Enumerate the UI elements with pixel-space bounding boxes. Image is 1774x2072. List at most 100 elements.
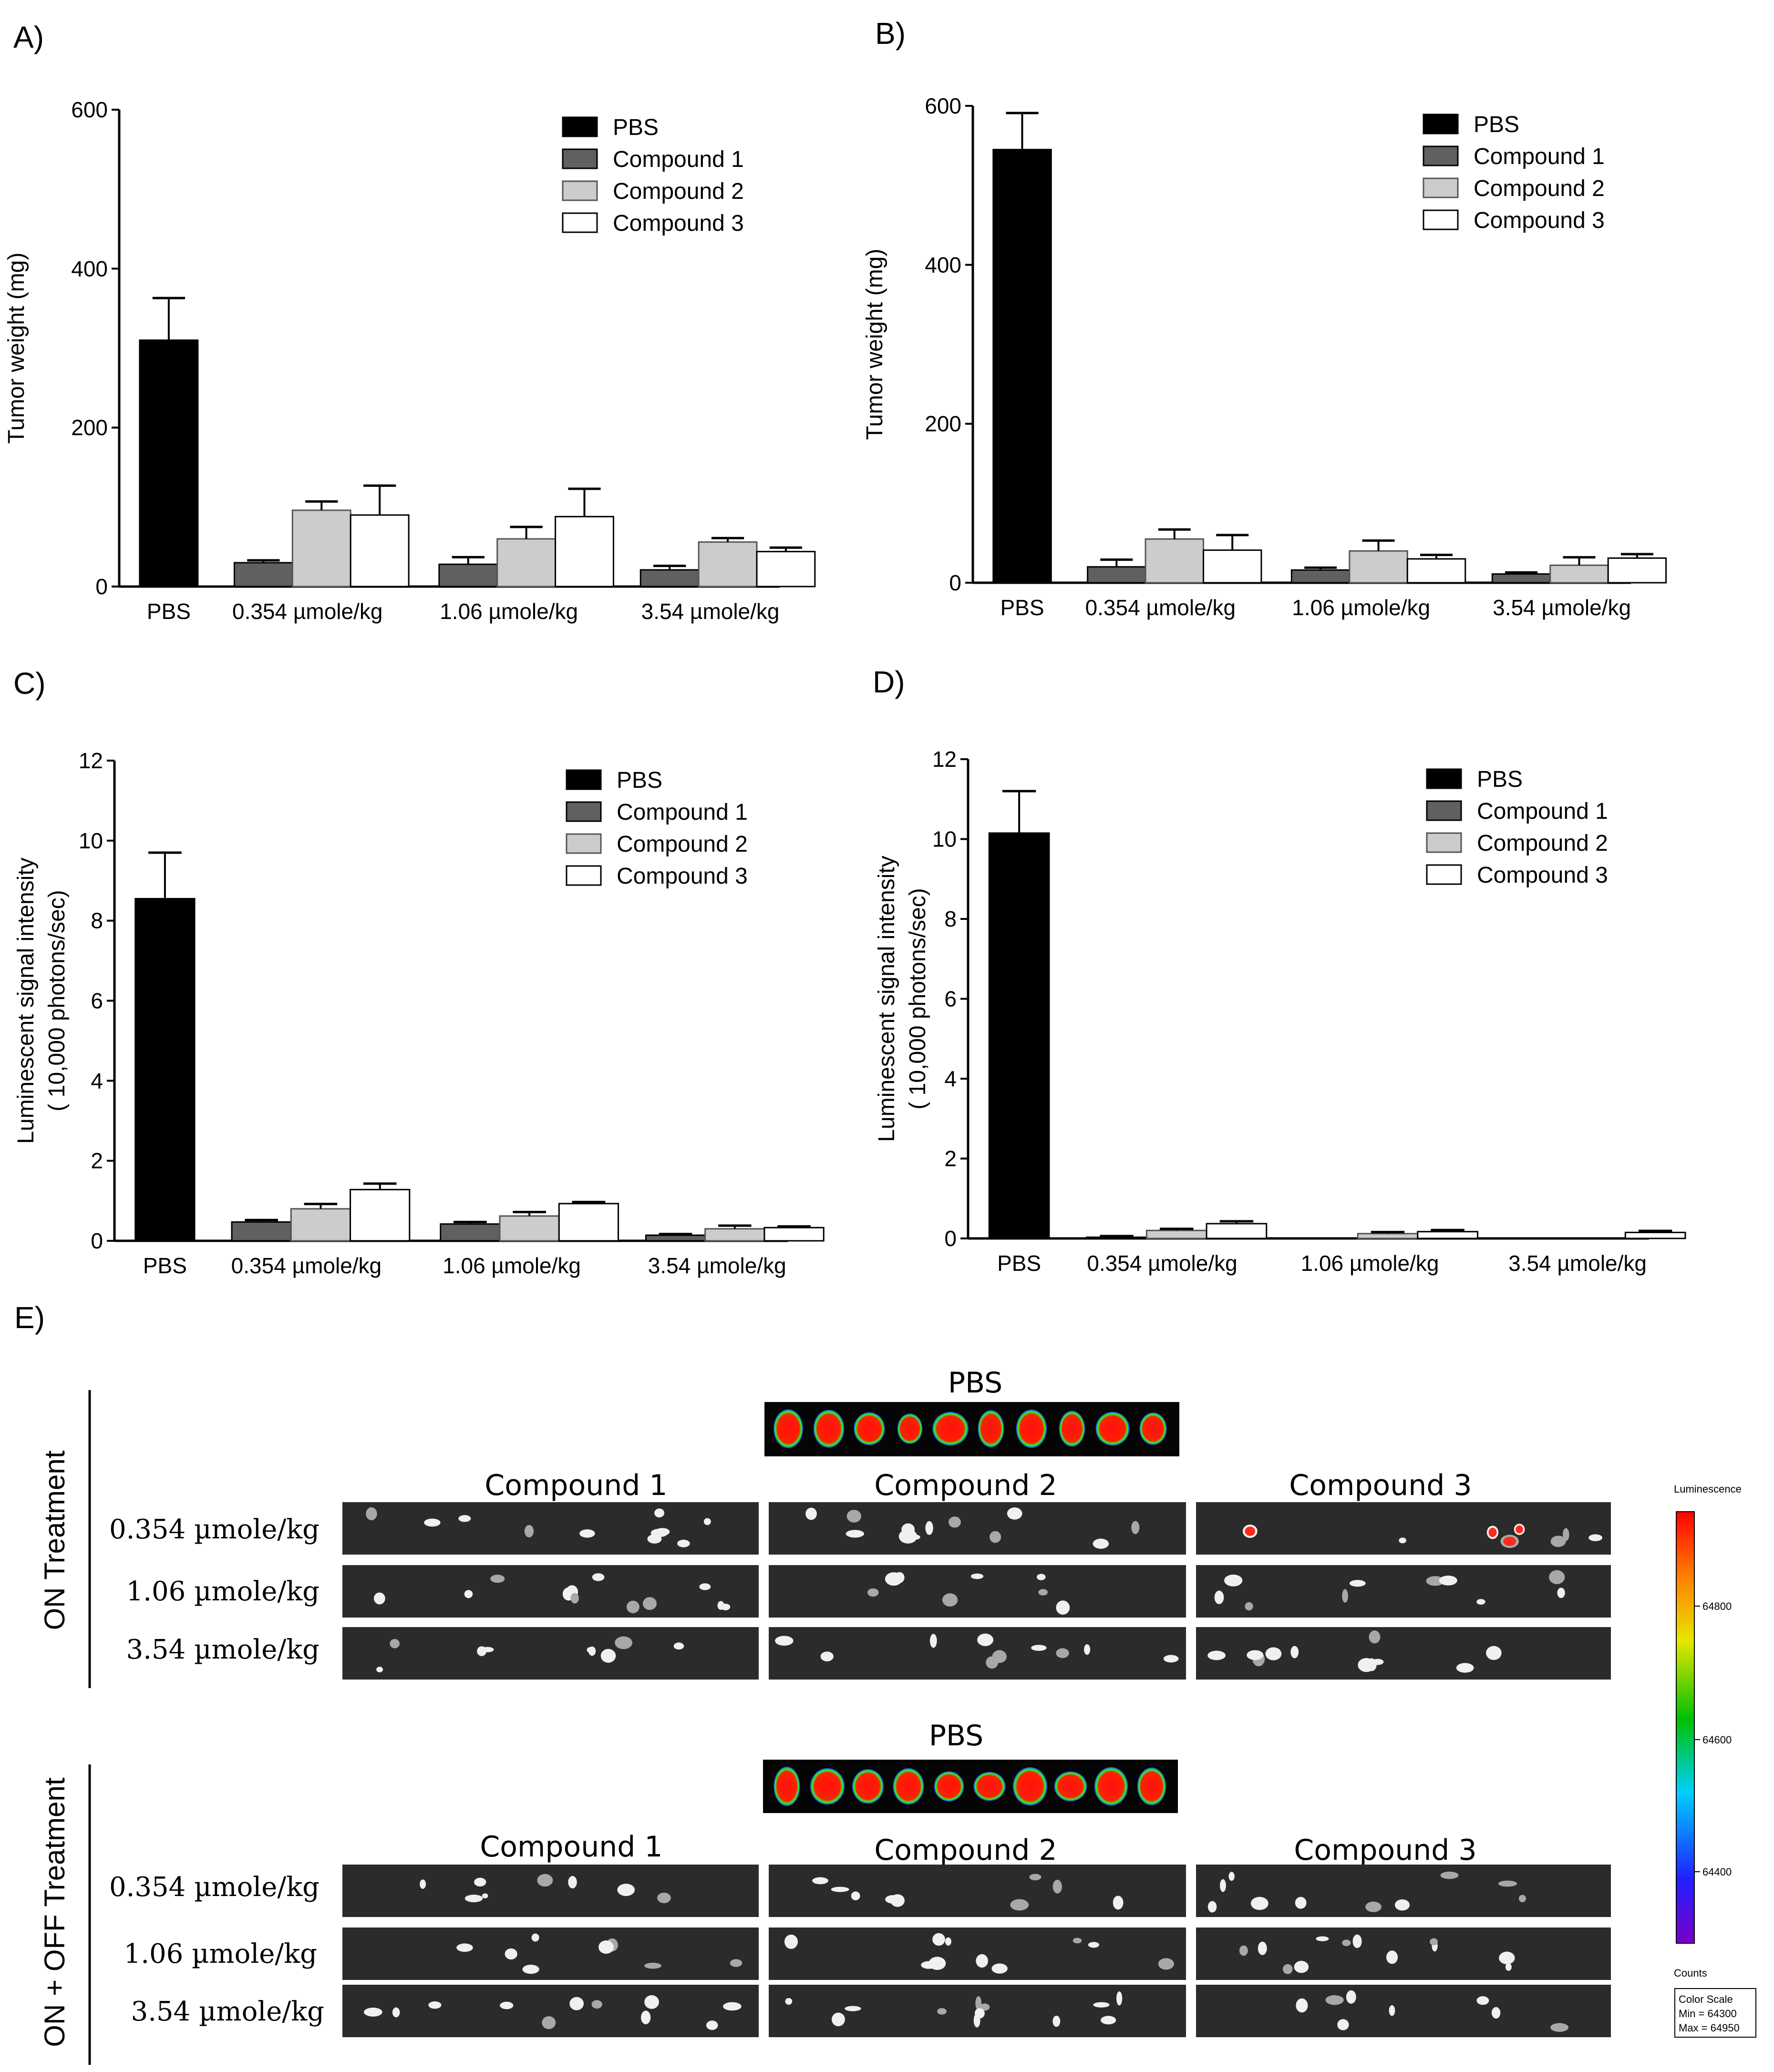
tumor-spot	[1588, 1534, 1603, 1541]
y-tick-label: 6	[944, 987, 957, 1011]
tumor-spot	[1283, 1964, 1293, 1974]
chart-panel-b: B) 0 200 400 600 Tumor weight (mg) PBS 0.354 µm…	[862, 16, 1667, 620]
tumor-spot	[522, 1965, 539, 1974]
colorbar-scale-line-2: Min = 64300	[1679, 2008, 1737, 2020]
tumor-spot	[1247, 1650, 1264, 1660]
y-axis-label: Luminescent signal intensity	[874, 856, 899, 1142]
tumor-spot	[592, 1573, 605, 1581]
pbs-luminescent-spot	[852, 1769, 884, 1804]
imaging-strip	[769, 1928, 1186, 1980]
imaging-strip	[1196, 1627, 1611, 1680]
pbs-luminescent-spot	[813, 1410, 845, 1448]
dose-label-onoff-1: 0.354 µmole/kg	[109, 1872, 320, 1903]
colorbar-tick-1: 64800	[1702, 1600, 1732, 1612]
colorbar-scale-line-1: Color Scale	[1679, 1993, 1733, 2005]
tumor-spot	[1325, 1995, 1344, 2005]
pbs-luminescent-spot	[893, 1768, 924, 1805]
imaging-strip	[1196, 1985, 1611, 2037]
y-tick-label: 10	[79, 828, 103, 853]
y-axis-label: Tumor weight (mg)	[862, 249, 887, 440]
legend-swatch	[562, 212, 598, 233]
legend-swatch	[562, 148, 598, 169]
tumor-spot	[1498, 1880, 1517, 1887]
tumor-spot	[420, 1879, 426, 1889]
tumor-spot	[1563, 1528, 1569, 1541]
tumor-spot	[1365, 1901, 1382, 1912]
panel-label-a: A)	[13, 20, 44, 54]
bar-compound-2	[1357, 1233, 1419, 1239]
bar-compound-3	[558, 1203, 619, 1242]
x-tick-label: PBS	[997, 1251, 1041, 1276]
tumor-spot	[1499, 1951, 1515, 1965]
tumor-spot	[949, 1516, 961, 1528]
tumor-spot	[1389, 2005, 1395, 2016]
tumor-spot	[845, 2006, 861, 2011]
tumor-spot	[1518, 1895, 1526, 1903]
tumor-spot	[1116, 1991, 1123, 2006]
tumor-spot	[392, 2007, 400, 2018]
y-tick-label: 200	[71, 415, 108, 440]
tumor-spot	[1550, 2023, 1569, 2032]
y-tick-label: 0	[91, 1228, 103, 1253]
x-tick-label: PBS	[1000, 595, 1044, 620]
imaging-strip	[769, 1865, 1186, 1917]
tumor-spot	[1549, 1570, 1565, 1584]
y-tick-label: 2	[944, 1146, 957, 1171]
tumor-spot	[1093, 1538, 1109, 1549]
tumor-spot	[805, 1507, 817, 1520]
legend-swatch	[1426, 768, 1462, 789]
luminescent-spot	[1516, 1525, 1523, 1534]
chart-panel-c: C) 0 2 4 6 8 10 12 Luminescent signal intensity(…	[13, 666, 825, 1278]
bar-compound-2	[1349, 550, 1408, 584]
tumor-spot	[991, 1963, 1008, 1974]
compound-title-onoff-1: Compound 1	[480, 1830, 662, 1864]
pbs-luminescent-spot	[1094, 1767, 1128, 1806]
x-tick-label: 1.06 µmole/kg	[440, 599, 578, 624]
legend-label: Compound 2	[613, 179, 744, 204]
pbs-luminescent-spot	[1059, 1411, 1085, 1447]
compound-title-on-2: Compound 2	[874, 1469, 1057, 1502]
bar-compound-1	[1491, 573, 1551, 584]
tumor-spot	[1239, 1945, 1248, 1956]
tumor-spot	[1550, 1536, 1566, 1547]
tumor-spot	[1394, 1899, 1410, 1911]
panel-label-b: B)	[875, 16, 906, 51]
y-tick-label: 4	[91, 1068, 103, 1093]
tumor-spot	[1295, 1897, 1307, 1909]
tumor-spot	[885, 1572, 903, 1586]
legend-swatch	[566, 801, 602, 822]
tumor-spot	[390, 1639, 400, 1649]
tumor-spot	[1228, 1872, 1235, 1881]
luminescent-spot	[1488, 1527, 1497, 1537]
legend-swatch	[562, 116, 598, 137]
imaging-strip	[342, 1502, 759, 1555]
x-tick-label: 3.54 µmole/kg	[1508, 1251, 1647, 1276]
tumor-spot	[1052, 1879, 1062, 1894]
y-tick-label: 4	[944, 1066, 957, 1091]
pbs-luminescent-spot	[774, 1409, 803, 1448]
tumor-spot	[706, 2020, 718, 2030]
legend-label: PBS	[1474, 112, 1519, 137]
tumor-spot	[458, 1515, 471, 1522]
legend-label: PBS	[613, 115, 659, 140]
tumor-spot	[569, 1997, 584, 2010]
legend-label: Compound 3	[613, 211, 744, 236]
tumor-spot	[600, 1649, 616, 1663]
y-tick-label: 0	[944, 1226, 957, 1251]
tumor-spot	[1207, 1901, 1217, 1913]
bar-pbs	[134, 898, 196, 1242]
y-axis-label: Tumor weight (mg)	[4, 253, 29, 444]
colorbar-units: Counts	[1674, 1967, 1707, 1979]
bar-pbs	[139, 339, 199, 588]
tumor-spot	[570, 1593, 579, 1604]
y-tick-label: 400	[925, 252, 961, 277]
tumor-spot	[1294, 1960, 1309, 1973]
legend-swatch	[566, 833, 602, 854]
imaging-strip	[1196, 1502, 1611, 1555]
tumor-spot	[812, 1877, 829, 1885]
y-tick-label: 12	[79, 748, 103, 773]
tumor-spot	[901, 1523, 915, 1536]
tumor-spot	[1093, 2002, 1110, 2008]
bar-compound-2	[290, 1208, 351, 1242]
x-tick-label: PBS	[147, 599, 191, 624]
